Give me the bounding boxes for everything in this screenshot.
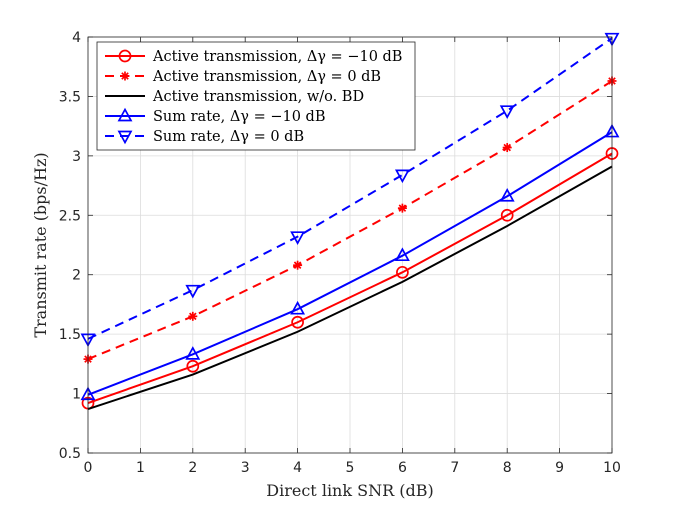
legend-box: [96, 41, 416, 151]
triangle-down-marker: [394, 169, 410, 184]
y-axis-label: Transmit rate (bps/Hz): [31, 152, 50, 337]
series-line: [87, 152, 613, 405]
triangle-down-marker: [117, 130, 133, 145]
triangle-down-marker: [185, 284, 201, 299]
asterisk-marker: [502, 143, 512, 153]
y-tick-label: 2.5: [59, 208, 81, 224]
x-tick-label: 5: [346, 460, 355, 476]
x-tick-label: 4: [293, 460, 302, 476]
circle-marker: [396, 265, 409, 279]
y-tick-label: 1.5: [59, 327, 81, 343]
triangle-up-marker: [394, 247, 410, 262]
x-tick-label: 8: [503, 460, 512, 476]
series-3: [87, 165, 613, 410]
legend-label: Active transmission, Δγ = 0 dB: [152, 69, 381, 85]
y-tick-label: 3.5: [59, 89, 81, 105]
asterisk-marker: [293, 260, 303, 270]
asterisk-marker: [188, 311, 198, 321]
triangle-down-marker: [604, 32, 620, 47]
legend-item: Active transmission, w/o. BD: [105, 89, 364, 105]
series-line: [87, 131, 613, 396]
series-layer: [80, 32, 620, 410]
legend-item: Active transmission, Δγ = −10 dB: [105, 49, 402, 65]
series-line: [87, 165, 613, 410]
triangle-up-marker: [499, 187, 515, 202]
legend-label: Sum rate, Δγ = −10 dB: [153, 109, 326, 125]
triangle-down-marker: [499, 105, 515, 119]
x-tick-label: 3: [241, 460, 250, 476]
x-tick-label: 1: [136, 460, 145, 476]
x-axis-label: Direct link SNR (dB): [266, 481, 433, 500]
y-tick-label: 0.5: [59, 446, 81, 462]
circle-marker: [186, 359, 200, 373]
x-tick-label: 10: [603, 460, 621, 476]
y-tick-label: 1: [72, 387, 81, 403]
tick-labels: 0 1 2 3 4 5 6 7 8 9 10 0.5 1 1.5 2 2.5 3 3.5 4: [59, 30, 621, 476]
legend-item: Sum rate, Δγ = −10 dB: [105, 107, 326, 125]
asterisk-marker: [120, 71, 130, 81]
triangle-up-marker: [117, 107, 133, 122]
x-tick-label: 2: [188, 460, 197, 476]
y-tick-label: 2: [72, 268, 81, 284]
legend-label: Active transmission, Δγ = −10 dB: [152, 49, 402, 65]
series-line: [87, 80, 613, 361]
x-tick-label: 0: [84, 460, 93, 476]
legend: Active transmission, Δγ = −10 dB Active t…: [96, 41, 416, 151]
legend-item: Active transmission, Δγ = 0 dB: [105, 69, 381, 85]
triangle-down-marker: [290, 231, 306, 245]
x-tick-label: 9: [555, 460, 564, 476]
x-tick-label: 7: [450, 460, 459, 476]
x-tick-label: 6: [398, 460, 407, 476]
y-tick-label: 4: [72, 30, 81, 46]
y-tick-label: 3: [72, 149, 81, 165]
triangle-up-marker: [185, 346, 201, 360]
plot-frame: [87, 36, 613, 454]
circle-marker: [291, 315, 304, 329]
legend-item: Sum rate, Δγ = 0 dB: [105, 129, 304, 145]
circle-marker: [118, 49, 132, 63]
legend-label: Sum rate, Δγ = 0 dB: [153, 129, 304, 145]
triangle-up-marker: [290, 300, 306, 315]
series-line: [87, 37, 613, 340]
circle-marker: [500, 208, 514, 222]
legend-label: Active transmission, w/o. BD: [152, 89, 364, 105]
asterisk-marker: [397, 203, 407, 213]
series-1: [81, 147, 619, 410]
